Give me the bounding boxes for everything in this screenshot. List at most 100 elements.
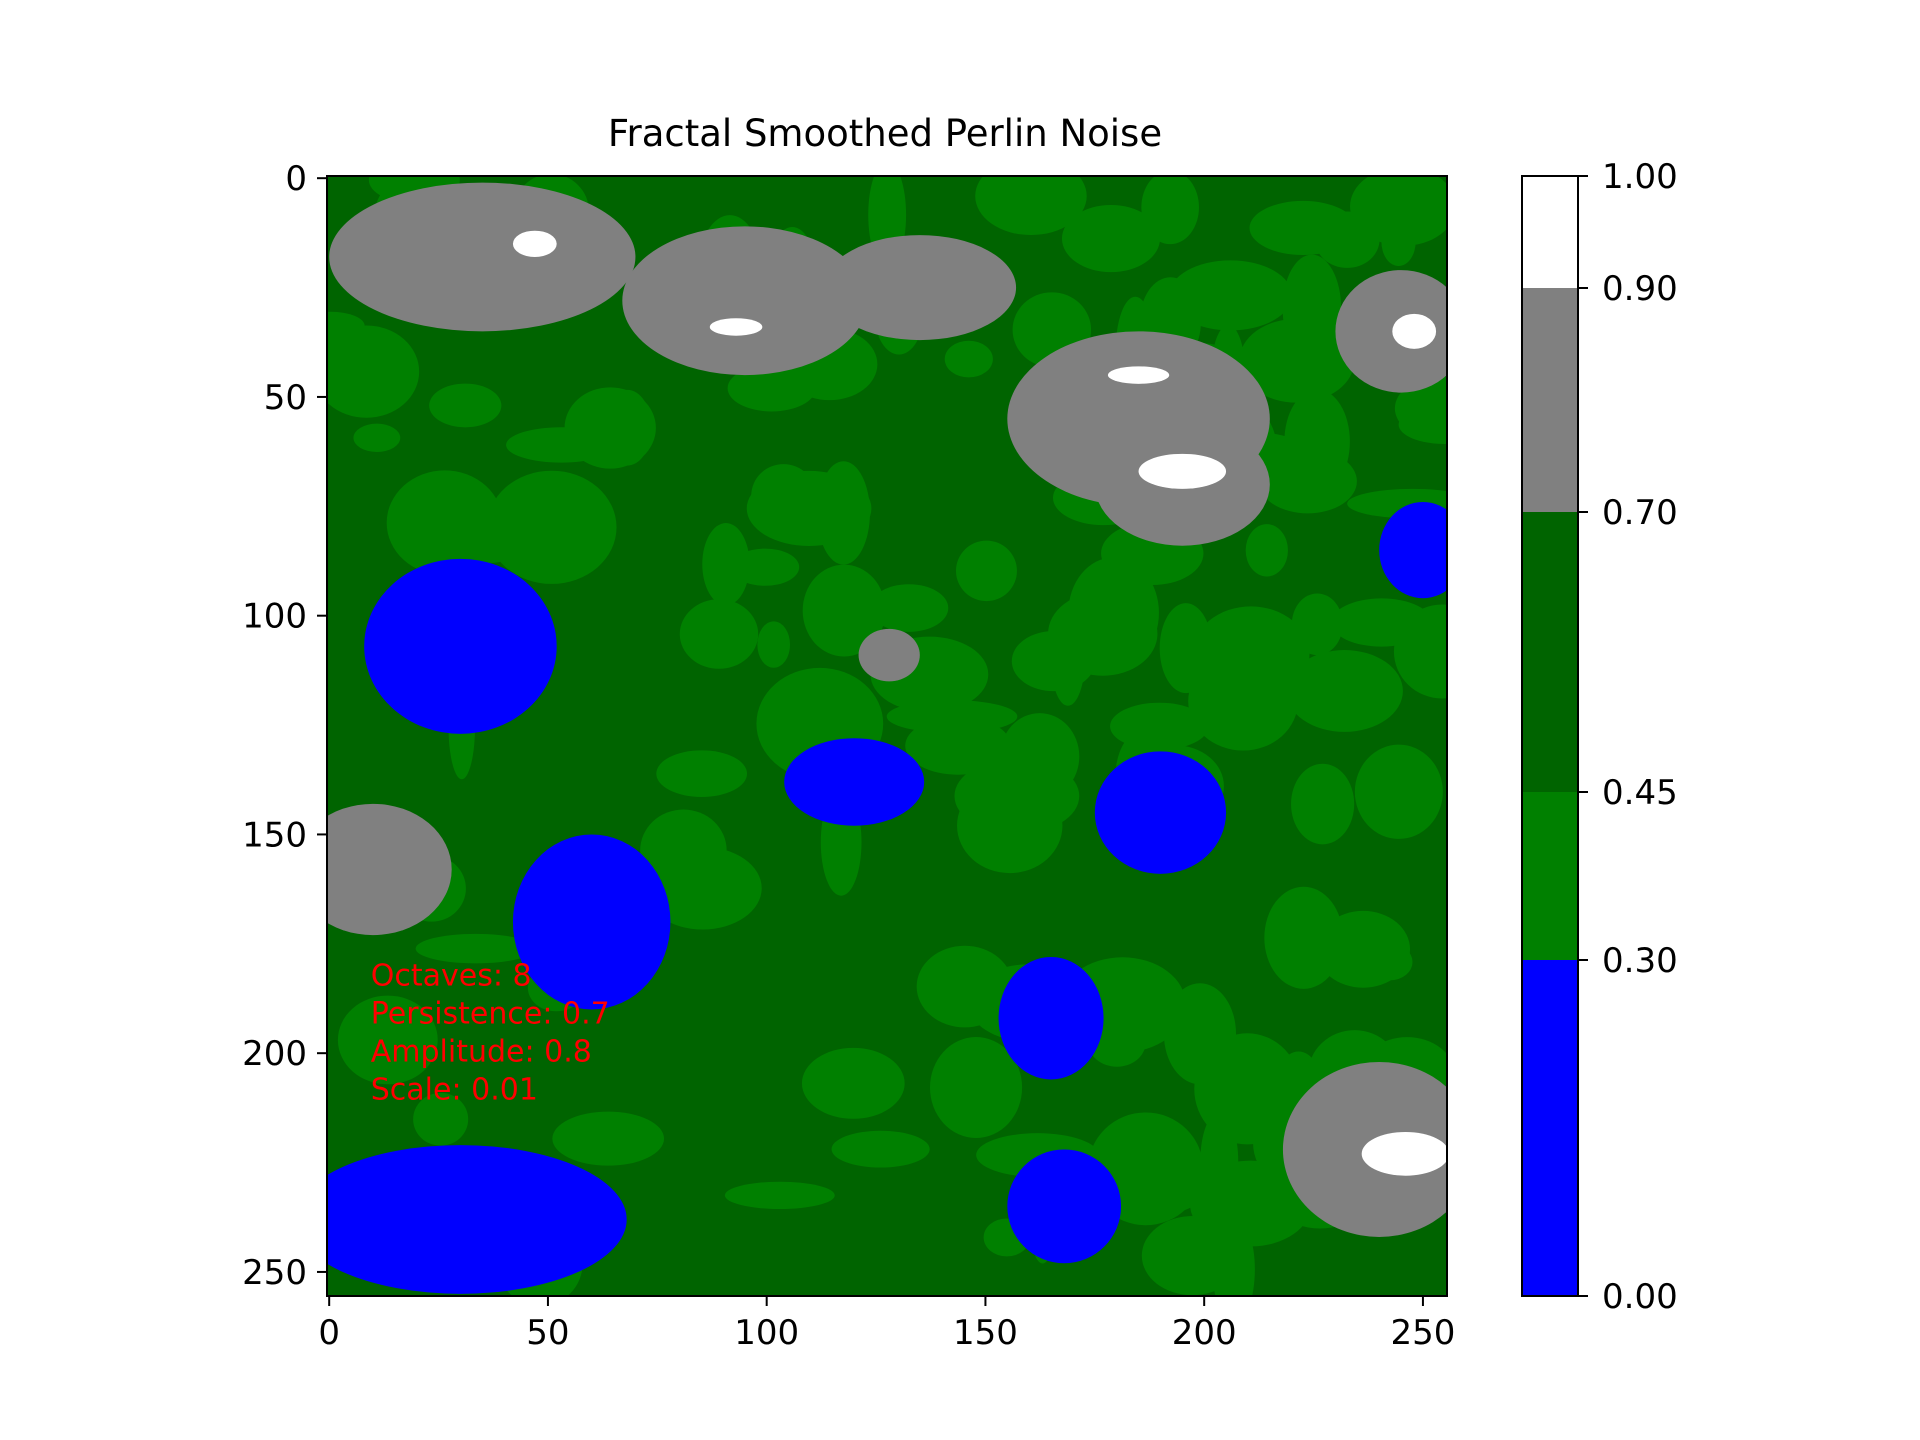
heatmap-patch-green [1011,631,1096,692]
heatmap-patch-green [1194,1033,1301,1145]
heatmap-patch-gray [327,803,452,936]
heatmap-patch-green [1141,176,1199,245]
y-tick-label: 50 [264,378,307,418]
heatmap-patch-green [1264,886,1343,989]
colorbar-segment [1522,288,1578,512]
colorbar-tick-label: 1.00 [1602,157,1678,197]
heatmap-patch-green [656,750,748,797]
heatmap-patch-green [1110,702,1209,750]
x-tick-label: 100 [734,1313,799,1353]
plot-frame [326,175,1448,1297]
x-axis: 0 50 100 150 200 250 [318,1296,1455,1353]
heatmap-patch-green [386,470,503,576]
heatmap-patch-green [429,383,502,428]
heatmap-patch-white [709,318,763,336]
y-tick-label: 250 [242,1253,307,1293]
heatmap-patch-green [817,461,870,565]
heatmap-patch-blue [1007,1149,1122,1264]
colorbar-frame [1521,175,1579,1297]
heatmap-patch-blue [512,834,671,1010]
heatmap-patch-white [1392,313,1437,349]
heatmap-patch-gray [329,182,636,332]
heatmap-patch-green [802,564,886,657]
y-axis: 0 50 100 150 200 250 [242,159,327,1293]
annotation-line: Amplitude: 0.8 [371,1034,592,1069]
colorbar-tick-label: 0.00 [1602,1277,1678,1317]
heatmap-patch-green [929,1037,1023,1138]
heatmap-patch-green [1291,763,1355,845]
heatmap-patch-white [1361,1131,1447,1176]
heatmap-patch-green [552,1111,665,1166]
heatmap-patch-green [1381,216,1416,267]
heatmap-patch-green [1169,260,1292,331]
annotation-line: Scale: 0.01 [371,1072,538,1107]
heatmap-patch-green [757,621,791,668]
heatmap-patch-green [731,548,800,586]
colorbar-tick-label: 0.90 [1602,269,1678,309]
heatmap-patch-white [1138,453,1227,489]
heatmap-patch-green [801,1047,905,1119]
heatmap-patch-green [679,599,759,669]
heatmap-patch-green [975,176,1087,236]
heatmap-patch-green [869,584,949,632]
heatmap-patch-green [957,778,1063,874]
colorbar-segment [1522,512,1578,792]
heatmap-patch-green [337,995,438,1085]
heatmap-patch-green [1249,200,1357,255]
heatmap-patch-green [724,1181,835,1209]
heatmap-patch-green [944,340,993,378]
heatmap-image [327,176,1447,1296]
y-tick-label: 200 [242,1034,307,1074]
heatmap-patch-green [831,1130,930,1168]
colorbar-tick-label: 0.70 [1602,493,1678,533]
x-tick-label: 200 [1172,1313,1237,1353]
heatmap-patch-green [413,1092,469,1146]
heatmap-patch-green [1258,449,1357,514]
heatmap-patch-blue [327,1145,627,1294]
x-tick-label: 50 [526,1313,569,1353]
heatmap-patch-green [1239,318,1355,403]
colorbar-tick-label: 0.30 [1602,941,1678,981]
heatmap-patch-green [1061,204,1161,273]
heatmap-patch-green [751,464,816,528]
heatmap-patch-green [1367,943,1413,981]
heatmap-patch-gray [1335,270,1447,393]
heatmap-patch-gray [858,628,920,682]
heatmap-patch-green [327,325,420,418]
colorbar-segment [1522,792,1578,960]
x-tick-label: 150 [953,1313,1018,1353]
heatmap-patch-green [702,523,750,606]
annotation-line: Persistence: 0.7 [371,996,610,1031]
heatmap-patch-green [1350,176,1447,246]
heatmap-patch-gray [622,226,868,376]
heatmap-patch-blue [784,738,925,826]
colorbar-tick-label: 0.45 [1602,773,1678,813]
heatmap-patch-green [1141,1216,1243,1296]
annotation-line: Octaves: 8 [371,958,532,993]
y-tick-label: 0 [285,159,307,199]
heatmap-patch-green [1394,376,1447,441]
heatmap-patch-green [1245,524,1288,577]
heatmap-patch-green [727,364,816,412]
heatmap-patch-gray [823,235,1017,341]
heatmap-patch-green [643,846,762,930]
heatmap-patch-green [1354,744,1443,839]
heatmap-patch-green [1393,604,1447,699]
heatmap-patch-white [512,230,557,257]
heatmap-patch-blue [1094,751,1227,874]
heatmap-patch-blue [998,956,1104,1080]
heatmap-patch-green [1088,1018,1146,1067]
colorbar: 0.00 0.30 0.45 0.70 0.90 1.00 [1521,157,1678,1317]
heatmap-patch-white [1107,366,1170,384]
heatmap-patch-blue [1379,501,1447,599]
y-tick-label: 100 [242,597,307,637]
heatmap-patch-green [353,423,401,452]
heatmap-patch-green [1068,557,1159,669]
heatmap-patch-blue [364,558,557,734]
x-tick-label: 0 [318,1313,340,1353]
heatmap-patch-green [778,516,806,544]
colorbar-segment [1522,960,1578,1296]
heatmap-patch-green [564,387,656,469]
